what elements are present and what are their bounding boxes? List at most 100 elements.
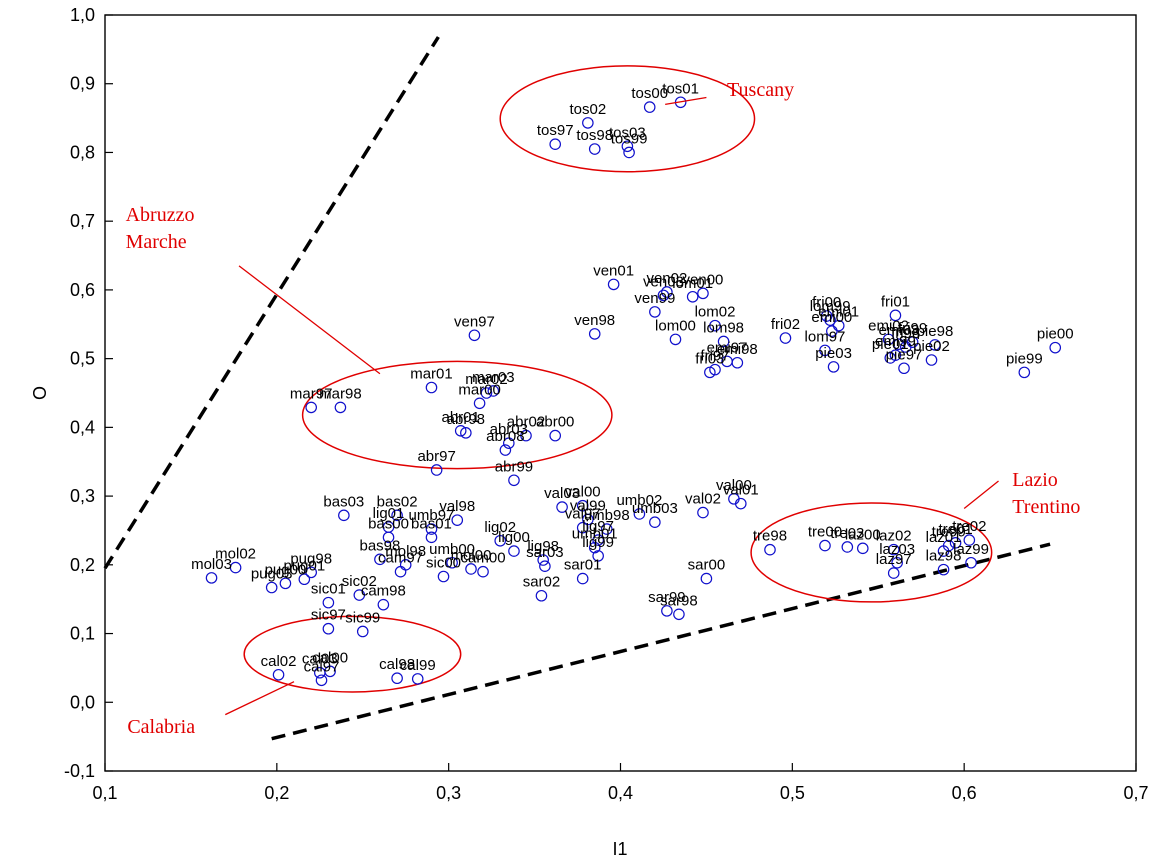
point-pie97 (898, 362, 910, 375)
point-lig99 (592, 550, 604, 562)
point-label-laz00: laz00 (845, 526, 881, 543)
point-cam98 (377, 598, 390, 611)
point-abr98 (460, 427, 472, 439)
point-label-emi98: emi98 (717, 341, 758, 358)
point-pug01 (298, 573, 311, 586)
point-abr97 (430, 464, 443, 476)
point-label-bas02: bas02 (377, 493, 418, 510)
point-pie98 (929, 339, 941, 351)
point-label-sar01: sar01 (564, 557, 602, 574)
point-label-laz02: laz02 (876, 528, 912, 545)
point-label-abr99: abr99 (495, 458, 533, 475)
point-tre99 (942, 539, 955, 552)
point-ven99 (649, 306, 661, 318)
point-bas02 (391, 509, 403, 522)
point-cal98 (391, 672, 403, 685)
point-label-umb02: umb02 (616, 492, 662, 509)
point-label-mar97: mar97 (290, 385, 333, 402)
point-lom98 (717, 335, 730, 348)
point-label-val99: val99 (570, 497, 606, 514)
point-tos97 (549, 138, 562, 151)
point-label-mol00: mol00 (451, 547, 492, 564)
point-label-lom98: lom98 (703, 319, 744, 336)
point-cam97 (394, 565, 407, 578)
point-mol00 (465, 563, 477, 575)
point-label-mar00: mar00 (458, 381, 501, 398)
point-label-lom01: lom01 (672, 275, 713, 292)
point-tos03 (621, 140, 634, 153)
point-label-val98: val98 (439, 498, 475, 515)
point-label-ven00: ven00 (683, 271, 724, 288)
point-label-tre02: tre02 (952, 518, 986, 535)
point-label-val00: val00 (565, 484, 601, 501)
x-tick-label: 0,4 (608, 783, 633, 803)
point-label-fri02: fri02 (771, 316, 800, 333)
point-label-pie00: pie00 (1037, 326, 1074, 343)
point-label-sic00: sic00 (426, 555, 461, 572)
point-sic97 (322, 622, 335, 635)
point-sar00 (700, 572, 713, 585)
point-lig98 (537, 554, 549, 566)
point-label-tre00: tre00 (808, 524, 842, 541)
point-label-sar99: sar99 (648, 589, 686, 606)
point-ven98 (588, 328, 601, 340)
point-abr99 (508, 474, 520, 487)
point-umb01 (588, 541, 601, 554)
point-label-tos00: tos00 (631, 85, 668, 102)
point-tre01 (949, 537, 962, 549)
y-tick-label: 0,7 (70, 211, 95, 231)
point-label-cam97: cam97 (378, 550, 423, 567)
point-label-laz03: laz03 (879, 541, 915, 558)
point-cal99 (411, 673, 424, 685)
point-sic02 (353, 589, 366, 601)
point-sar01 (576, 572, 589, 585)
point-label-pie97: pie97 (886, 346, 923, 363)
point-sic00 (437, 570, 450, 583)
boundary-line (271, 542, 1051, 741)
point-label-lig99: lig99 (582, 534, 614, 551)
point-label-ven01: ven01 (593, 262, 634, 279)
point-label-sar00: sar00 (688, 557, 726, 574)
point-label-sar02: sar02 (523, 574, 561, 591)
point-umb97 (425, 523, 438, 535)
point-label-fri97: fri97 (700, 348, 729, 365)
point-pug00 (279, 577, 292, 590)
point-label-tos02: tos02 (570, 101, 607, 118)
point-lig02 (494, 534, 507, 547)
y-axis: -0,1 0,0 0,1 0,2 0,3 0,4 0,5 0,6 0,7 0,8 0,9 1,0 (64, 5, 113, 781)
point-label-abr98: abr98 (447, 411, 485, 428)
point-label-pug03: pug03 (251, 565, 293, 582)
point-fri99 (906, 336, 919, 348)
point-label-pie02: pie02 (913, 338, 950, 355)
point-label-lig00: lig00 (498, 529, 530, 546)
point-abr03 (503, 437, 515, 449)
point-laz03 (891, 556, 903, 569)
point-cal02 (272, 668, 285, 681)
point-umb98 (600, 523, 613, 535)
point-label-mar03: mar03 (472, 369, 515, 386)
point-tos02 (582, 117, 594, 129)
point-sar02 (535, 589, 548, 602)
point-label-val00b: val00 (716, 477, 752, 494)
point-mar01 (425, 381, 438, 394)
point-label-tre01: tre01 (938, 521, 972, 538)
point-val02 (697, 506, 709, 519)
point-label-cal03: cal03 (302, 651, 338, 668)
point-label-cam00: cam00 (461, 550, 506, 567)
point-bas03 (338, 509, 350, 522)
point-lom00 (669, 333, 682, 346)
point-label-mol02: mol02 (215, 546, 256, 563)
point-label-pug01: pug01 (283, 557, 325, 574)
annotation-abruzzo-marche: Marche (126, 231, 187, 253)
point-label-val03: val03 (544, 485, 580, 502)
point-pug98 (305, 566, 317, 579)
point-lom02 (709, 319, 721, 332)
point-label-mol98: mol98 (385, 543, 426, 560)
point-label-lig97: lig97 (582, 518, 614, 535)
y-tick-label: 0,5 (70, 349, 95, 369)
y-tick-label: 0,4 (70, 417, 95, 437)
point-label-cal99: cal99 (400, 657, 436, 674)
leader-abruzzo-marche (238, 265, 381, 375)
point-label-val02: val02 (685, 491, 721, 508)
point-pie02 (925, 354, 938, 366)
